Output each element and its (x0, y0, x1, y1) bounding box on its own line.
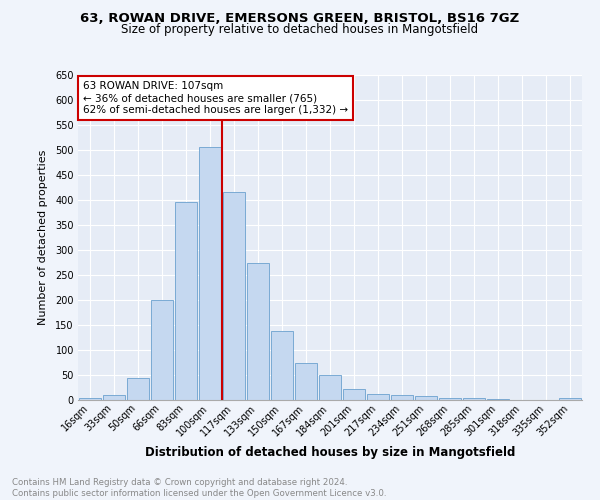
Bar (103, 395, 125, 400)
Bar (343, 389, 365, 400)
Bar (223, 192, 245, 400)
Bar (415, 396, 437, 400)
Bar (199, 148, 221, 400)
Bar (367, 394, 389, 400)
Bar (79, 398, 101, 400)
Bar (319, 375, 341, 400)
Text: 63 ROWAN DRIVE: 107sqm
← 36% of detached houses are smaller (765)
62% of semi-de: 63 ROWAN DRIVE: 107sqm ← 36% of detached… (83, 82, 348, 114)
Bar (559, 398, 581, 400)
X-axis label: Distribution of detached houses by size in Mangotsfield: Distribution of detached houses by size … (145, 446, 515, 459)
Bar (391, 395, 413, 400)
Bar (487, 399, 509, 400)
Text: Size of property relative to detached houses in Mangotsfield: Size of property relative to detached ho… (121, 22, 479, 36)
Bar (127, 378, 149, 400)
Bar (295, 362, 317, 400)
Bar (175, 202, 197, 400)
Bar (463, 398, 485, 400)
Bar (247, 262, 269, 400)
Bar (439, 398, 461, 400)
Text: 63, ROWAN DRIVE, EMERSONS GREEN, BRISTOL, BS16 7GZ: 63, ROWAN DRIVE, EMERSONS GREEN, BRISTOL… (80, 12, 520, 26)
Y-axis label: Number of detached properties: Number of detached properties (38, 150, 48, 325)
Bar (271, 331, 293, 400)
Bar (151, 300, 173, 400)
Text: Contains HM Land Registry data © Crown copyright and database right 2024.
Contai: Contains HM Land Registry data © Crown c… (12, 478, 386, 498)
